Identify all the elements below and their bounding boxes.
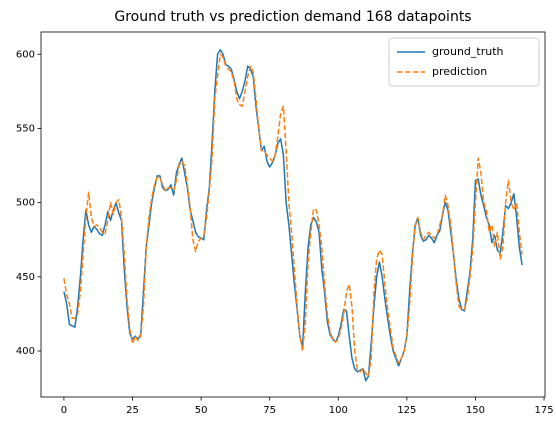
x-tick-label: 150 — [466, 405, 485, 416]
x-tick-label: 25 — [126, 405, 139, 416]
y-tick-label: 500 — [16, 198, 35, 209]
x-tick-label: 0 — [61, 405, 67, 416]
y-tick-label: 400 — [16, 346, 35, 357]
legend-label: prediction — [432, 65, 487, 78]
y-tick-label: 450 — [16, 272, 35, 283]
x-tick-label: 50 — [195, 405, 208, 416]
x-tick-label: 100 — [329, 405, 348, 416]
y-tick-label: 600 — [16, 49, 35, 60]
x-tick-label: 125 — [397, 405, 416, 416]
y-tick-label: 550 — [16, 123, 35, 134]
x-tick-label: 175 — [534, 405, 553, 416]
series-line — [63, 53, 523, 377]
legend-label: ground_truth — [432, 45, 504, 58]
chart-title: Ground truth vs prediction demand 168 da… — [114, 9, 471, 25]
x-tick-label: 75 — [263, 405, 276, 416]
legend-box — [388, 37, 540, 87]
axes-frame — [40, 31, 546, 398]
